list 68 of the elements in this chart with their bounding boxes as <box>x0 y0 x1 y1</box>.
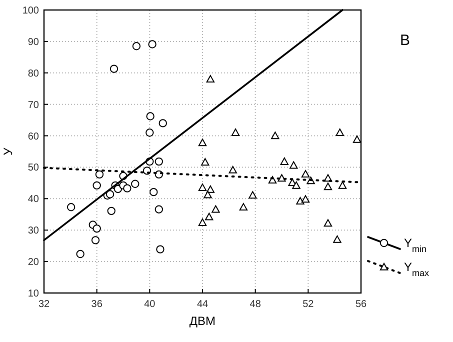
point <box>333 235 342 243</box>
x-tick-label: 40 <box>144 299 156 310</box>
point <box>154 205 164 214</box>
x-tick-label: 44 <box>196 299 208 310</box>
point <box>206 75 215 83</box>
y-tick-label: 20 <box>28 257 40 268</box>
point <box>248 191 257 199</box>
point <box>198 218 207 226</box>
y-tick-label: 70 <box>28 100 40 111</box>
point <box>91 236 100 244</box>
point <box>131 180 140 188</box>
text: В <box>400 32 410 49</box>
point <box>201 158 210 166</box>
legend-label: Y$_{max}$ <box>404 260 430 278</box>
y-tick-label: 50 <box>28 162 40 174</box>
y-axis-title: У <box>1 147 15 156</box>
y-tick-label: 60 <box>28 131 40 142</box>
point <box>154 157 164 166</box>
point <box>206 185 215 193</box>
point <box>271 132 280 140</box>
point <box>205 212 214 220</box>
y-tick-label: 90 <box>28 36 40 48</box>
y-tick-label: 100 <box>22 6 40 16</box>
point <box>324 182 332 190</box>
point <box>158 119 167 128</box>
x-tick-label: 56 <box>355 299 367 310</box>
point <box>301 195 310 203</box>
point <box>92 224 101 233</box>
point <box>212 205 220 213</box>
point <box>76 250 84 258</box>
point <box>106 190 114 198</box>
x-tick-label: 32 <box>38 299 50 310</box>
point <box>280 157 288 165</box>
point <box>148 40 156 48</box>
point <box>132 42 141 50</box>
x-tick-label: 48 <box>250 299 262 310</box>
point <box>156 245 164 254</box>
point <box>352 135 362 143</box>
point <box>204 190 212 198</box>
y-tick-label: 40 <box>28 194 40 206</box>
point <box>231 128 240 136</box>
point <box>290 161 298 169</box>
x-tick-label: 36 <box>91 299 103 310</box>
point <box>92 181 101 190</box>
point <box>198 138 207 146</box>
point <box>292 181 300 189</box>
point <box>150 188 158 196</box>
point <box>228 166 237 174</box>
point <box>66 203 76 212</box>
point <box>336 128 344 136</box>
y-tick-label: 10 <box>28 288 40 300</box>
point <box>198 184 207 192</box>
point <box>146 128 154 137</box>
x-tick-label: 52 <box>302 299 314 310</box>
point <box>107 206 116 216</box>
point <box>123 184 132 192</box>
y-tick-label: 80 <box>28 68 40 80</box>
point <box>296 197 304 205</box>
point <box>324 219 332 227</box>
y-tick-label: 30 <box>28 226 40 237</box>
point <box>301 170 310 178</box>
x-axis-title: ДВМ <box>189 314 216 328</box>
point <box>95 170 104 179</box>
point <box>239 203 248 211</box>
legend-label: Y$_{min}$ <box>404 236 427 254</box>
point <box>110 64 118 73</box>
point <box>146 112 154 120</box>
point <box>338 181 347 189</box>
